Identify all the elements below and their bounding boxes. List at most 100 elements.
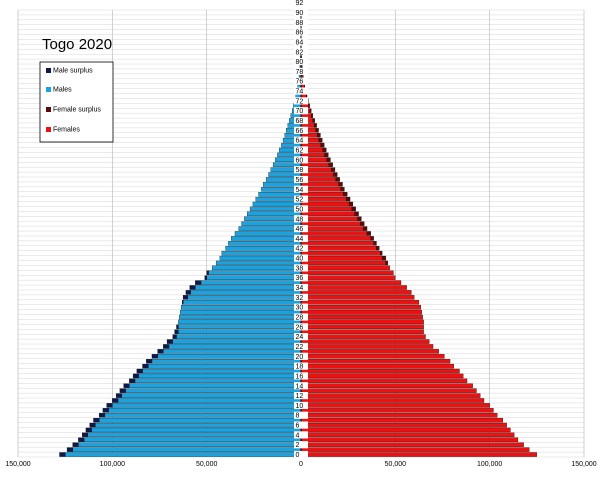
bar-male-surplus-age-33 <box>185 290 191 295</box>
bar-females-age-19 <box>300 359 451 364</box>
bar-females-age-21 <box>300 349 439 354</box>
age-tick-label: 32 <box>296 295 304 302</box>
bar-male-surplus-age-20 <box>151 354 158 359</box>
age-tick-label: 46 <box>296 226 304 233</box>
bar-females-age-32 <box>300 295 415 300</box>
bar-males-age-2 <box>78 442 302 447</box>
bar-males-age-51 <box>252 201 302 207</box>
age-label-bg <box>294 8 308 17</box>
bar-females-age-27 <box>300 319 424 325</box>
bar-female-surplus-age-60 <box>326 157 331 163</box>
legend-swatch-males <box>46 87 51 92</box>
bar-females-age-16 <box>300 373 464 379</box>
bar-male-surplus-age-12 <box>115 393 122 398</box>
bar-males-age-11 <box>117 398 302 403</box>
bar-males-age-26 <box>178 324 302 330</box>
age-label-bg <box>294 18 308 26</box>
age-label-bg <box>294 38 308 46</box>
bar-males-age-40 <box>219 255 302 261</box>
bar-female-surplus-age-55 <box>338 182 343 187</box>
bar-male-surplus-age-1 <box>66 447 73 452</box>
bar-male-surplus-age-7 <box>93 417 100 423</box>
bar-male-surplus-age-24 <box>172 334 177 339</box>
bar-females-age-15 <box>300 378 468 384</box>
age-tick-labels: 0246810121416182022242628303234363840424… <box>294 0 308 459</box>
bar-female-surplus-age-49 <box>354 211 359 217</box>
age-tick-label: 16 <box>296 373 304 380</box>
age-label-bg <box>294 195 308 203</box>
bar-female-surplus-age-47 <box>360 221 365 226</box>
bar-male-surplus-age-15 <box>129 378 136 384</box>
bar-female-surplus-age-67 <box>314 123 317 128</box>
age-label-bg <box>294 0 308 7</box>
age-label-bg <box>294 421 308 429</box>
age-tick-label: 72 <box>296 98 304 105</box>
bar-males-age-22 <box>168 344 302 349</box>
age-tick-label: 62 <box>296 147 304 154</box>
age-tick-label: 70 <box>296 108 304 115</box>
legend-label-females: Females <box>53 127 80 134</box>
bar-males-age-48 <box>244 216 302 221</box>
bar-males-age-27 <box>178 319 302 325</box>
age-label-bg <box>294 411 308 419</box>
bar-males-age-31 <box>182 300 302 305</box>
bar-females-age-51 <box>300 201 350 207</box>
x-tick-label: 150,000 <box>5 461 30 468</box>
age-tick-label: 34 <box>296 285 304 292</box>
bar-males-age-44 <box>231 236 302 241</box>
bar-males-age-34 <box>195 285 302 290</box>
bar-females-age-24 <box>300 334 426 339</box>
bar-females-age-47 <box>300 221 361 226</box>
bar-females-age-38 <box>300 265 390 271</box>
bar-female-surplus-age-50 <box>351 206 356 212</box>
bar-males-age-19 <box>151 359 302 364</box>
bar-male-surplus-age-18 <box>142 363 149 369</box>
bar-males-age-24 <box>176 334 302 339</box>
bar-female-surplus-age-44 <box>370 236 374 241</box>
bar-females-age-39 <box>300 260 387 266</box>
age-label-bg <box>294 323 308 331</box>
age-tick-label: 50 <box>296 206 304 213</box>
age-label-bg <box>294 224 308 233</box>
bar-males-age-42 <box>225 246 302 251</box>
bar-female-surplus-age-65 <box>317 133 321 138</box>
bar-males-age-0 <box>65 452 302 457</box>
bar-females-age-35 <box>300 280 402 285</box>
bar-females-age-45 <box>300 231 368 236</box>
age-label-bg <box>294 244 308 252</box>
bar-male-surplus-age-3 <box>78 437 85 443</box>
bar-females-age-29 <box>300 309 422 315</box>
x-tick-label: 150,000 <box>571 461 596 468</box>
bar-males-age-29 <box>180 309 302 315</box>
bar-females-age-20 <box>300 354 445 359</box>
bar-females-age-34 <box>300 285 407 290</box>
bar-females-age-1 <box>300 447 530 452</box>
bar-males-age-16 <box>138 373 302 379</box>
bar-males-age-28 <box>179 314 302 320</box>
bar-males-age-12 <box>121 393 302 398</box>
age-tick-label: 78 <box>296 69 304 76</box>
age-label-bg <box>294 362 308 370</box>
age-tick-label: 24 <box>296 334 304 341</box>
age-tick-label: 44 <box>296 236 304 243</box>
bar-males-age-15 <box>134 378 302 384</box>
bar-females-age-44 <box>300 236 371 241</box>
bar-females-age-6 <box>300 422 507 428</box>
bar-males-age-6 <box>95 422 302 428</box>
bar-females-age-42 <box>300 246 377 251</box>
age-label-bg <box>294 87 308 95</box>
bar-female-surplus-age-63 <box>320 142 325 148</box>
bar-females-age-37 <box>300 270 394 276</box>
bar-female-surplus-age-45 <box>366 231 371 236</box>
legend-swatch-females <box>46 127 51 132</box>
age-tick-label: 6 <box>296 423 300 430</box>
age-tick-label: 30 <box>296 305 304 312</box>
age-tick-label: 52 <box>296 197 304 204</box>
bar-females-age-10 <box>300 403 490 408</box>
age-tick-label: 48 <box>296 216 304 223</box>
bar-female-surplus-age-53 <box>343 191 348 197</box>
bar-female-surplus-age-68 <box>312 118 315 123</box>
bar-female-surplus-age-56 <box>335 177 340 182</box>
age-label-bg <box>294 28 308 36</box>
